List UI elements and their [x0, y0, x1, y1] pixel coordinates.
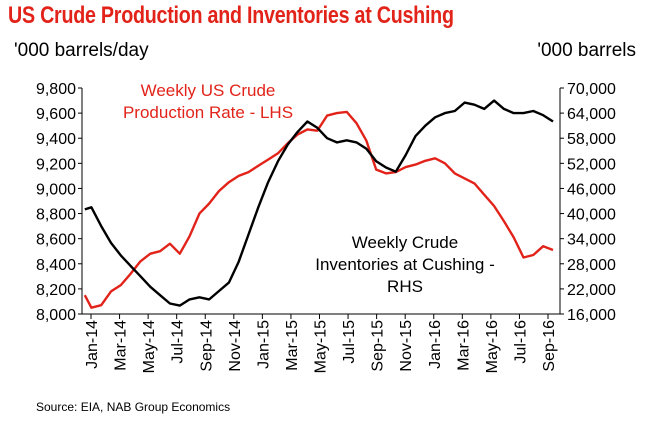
left-tick-label: 9,000: [36, 181, 76, 198]
left-tick-label: 8,600: [36, 232, 76, 249]
left-tick-label: 9,800: [36, 81, 76, 98]
right-tick-label: 46,000: [567, 181, 616, 198]
source-note: Source: EIA, NAB Group Economics: [36, 400, 231, 414]
right-axis-unit-label: '000 barrels: [537, 40, 636, 61]
right-tick-label: 58,000: [567, 131, 616, 148]
x-tick-label: May-14: [141, 320, 158, 373]
x-tick-label: Mar-15: [284, 320, 301, 371]
axes: [81, 88, 561, 315]
left-tick-label: 8,800: [36, 207, 76, 224]
x-tick-label: Jul-15: [341, 320, 358, 364]
x-tick-label: May-16: [484, 320, 501, 373]
right-tick-label: 34,000: [567, 232, 616, 249]
x-tick-label: Jan-14: [84, 320, 101, 369]
x-tick-label: Mar-16: [455, 320, 472, 371]
right-tick-label: 70,000: [567, 81, 616, 98]
left-tick-label: 8,400: [36, 257, 76, 274]
right-tick-label: 64,000: [567, 106, 616, 123]
x-tick-label: Jul-14: [170, 320, 187, 364]
left-axis-ticks: 8,000 8,200 8,400 8,600 8,800 9,000 9,200 9,400…: [36, 81, 82, 324]
production-series-line: [83, 110, 554, 309]
x-axis-ticks: Jan-14 Mar-14 May-14 Jul-14 Sep-14 Nov-14 Jan-…: [84, 314, 558, 373]
production-annotation-line: Weekly US Crude: [141, 81, 276, 100]
x-tick-label: Jan-15: [255, 320, 272, 369]
right-tick-label: 52,000: [567, 156, 616, 173]
right-tick-label: 28,000: [567, 257, 616, 274]
left-tick-label: 8,200: [36, 282, 76, 299]
x-tick-label: May-15: [313, 320, 330, 373]
x-tick-label: Mar-14: [113, 320, 130, 371]
right-axis-ticks: 16,000 22,000 28,000 34,000 40,000 46,000 52,0…: [560, 81, 616, 324]
inventories-annotation-line: Inventories at Cushing -: [315, 255, 495, 274]
series-annotations: Weekly US Crude Production Rate - LHS Week…: [123, 81, 495, 296]
right-tick-label: 22,000: [567, 282, 616, 299]
right-tick-label: 40,000: [567, 207, 616, 224]
left-axis-unit-label: '000 barrels/day: [14, 40, 149, 61]
x-tick-label: Nov-15: [398, 320, 415, 372]
left-tick-label: 9,400: [36, 131, 76, 148]
x-tick-label: Sep-15: [370, 320, 387, 372]
production-annotation-line: Production Rate - LHS: [123, 103, 293, 122]
left-tick-label: 9,200: [36, 156, 76, 173]
x-tick-label: Jul-16: [512, 320, 529, 364]
chart-title: US Crude Production and Inventories at C…: [8, 2, 454, 29]
inventories-series-line: [84, 99, 554, 307]
left-tick-label: 8,000: [36, 307, 76, 324]
left-tick-label: 9,600: [36, 106, 76, 123]
x-tick-label: Sep-16: [541, 320, 558, 372]
x-tick-label: Jan-16: [427, 320, 444, 369]
right-tick-label: 16,000: [567, 307, 616, 324]
x-tick-label: Nov-14: [227, 320, 244, 372]
series-lines: [83, 99, 554, 309]
inventories-annotation-line: RHS: [387, 277, 423, 296]
inventories-annotation-line: Weekly Crude: [352, 233, 458, 252]
x-tick-label: Sep-14: [198, 320, 215, 372]
